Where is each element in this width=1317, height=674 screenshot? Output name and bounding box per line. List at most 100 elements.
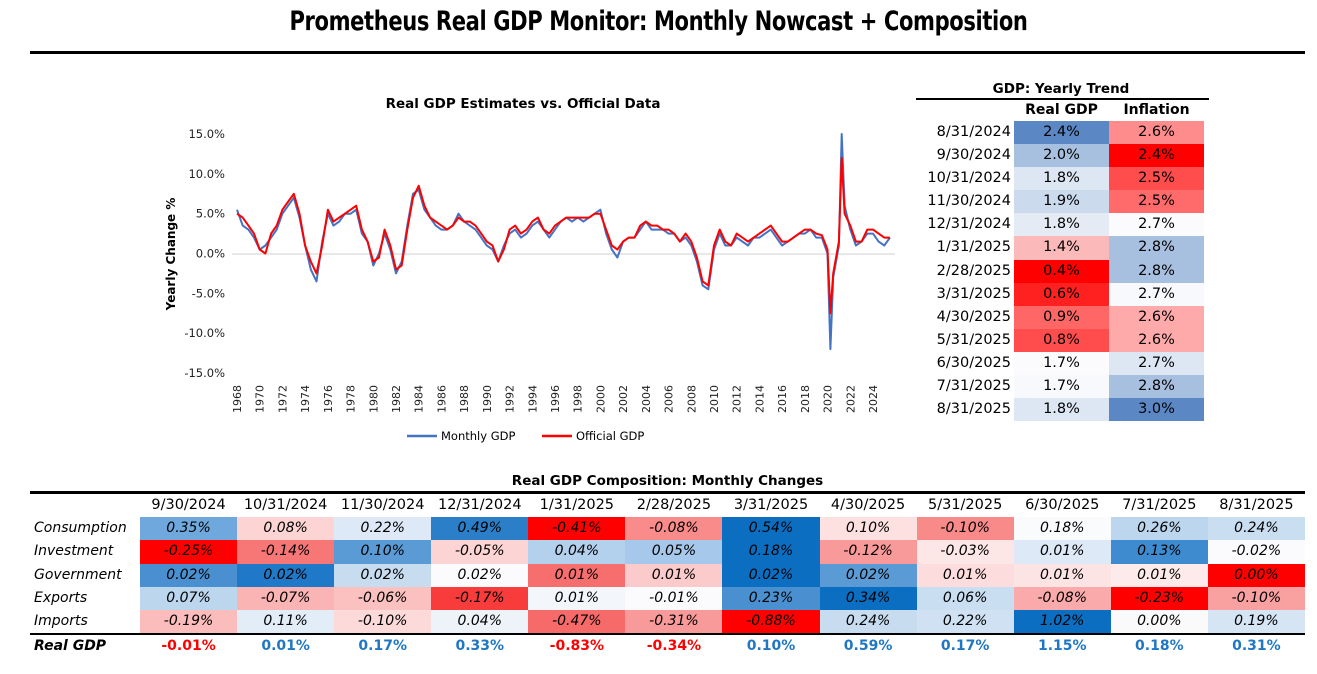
x-tick-label: 2008 <box>685 385 698 413</box>
composition-cell: 0.01% <box>528 586 626 610</box>
real-gdp-cell: 1.8% <box>1014 167 1109 191</box>
yearly-trend-row: 2/28/2025 0.4% 2.8% <box>913 259 1209 283</box>
composition-cell: 0.00% <box>1207 563 1305 587</box>
real-gdp-cell: 2.4% <box>1014 121 1109 145</box>
composition-cell: 0.24% <box>819 609 917 634</box>
gdp-line-chart: Real GDP Estimates vs. Official Data Yea… <box>164 96 895 443</box>
column-date: 5/31/2025 <box>927 497 1003 513</box>
composition-cell: 0.02% <box>140 563 238 587</box>
x-tick-label: 1968 <box>231 385 244 413</box>
real-gdp-cell: 1.9% <box>1014 190 1109 214</box>
x-tick-label: 2022 <box>844 385 857 413</box>
composition-total-divider <box>30 633 1305 636</box>
yearly-trend-row: 12/31/2024 1.8% 2.7% <box>913 213 1209 237</box>
composition-cell: -0.14% <box>237 540 335 564</box>
inflation-cell: 2.7% <box>1109 351 1204 376</box>
y-tick-label: -10.0% <box>184 326 225 340</box>
x-tick-label: 2010 <box>708 385 721 413</box>
row-label: Consumption <box>34 520 127 537</box>
row-date: 8/31/2025 <box>936 401 1011 418</box>
row-date: 7/31/2025 <box>936 378 1011 395</box>
column-date: 3/31/2025 <box>733 497 809 513</box>
composition-cell: -0.07% <box>237 586 335 610</box>
composition-cell: 0.02% <box>722 563 820 587</box>
composition-cell: 0.26% <box>1110 517 1208 541</box>
composition-cell: 0.01% <box>1013 540 1111 564</box>
legend-label-monthly-gdp: Monthly GDP <box>441 429 515 443</box>
composition-cell: -0.23% <box>1110 586 1208 610</box>
series-line-official-gdp <box>236 156 890 315</box>
composition-cell: -0.17% <box>431 586 529 610</box>
composition-cell: -0.01% <box>625 586 723 610</box>
composition-cell: -0.03% <box>916 540 1014 564</box>
column-date: 9/30/2024 <box>151 497 226 513</box>
x-tick-label: 2016 <box>776 385 789 413</box>
composition-cell: -0.25% <box>140 540 238 564</box>
yearly-trend-row: 1/31/2025 1.4% 2.8% <box>913 236 1209 260</box>
column-date: 2/28/2025 <box>636 497 712 513</box>
x-tick-label: 1974 <box>299 385 312 413</box>
total-cell: 0.17% <box>940 638 990 655</box>
inflation-cell: 2.5% <box>1109 167 1204 191</box>
composition-cell: 0.54% <box>722 517 820 541</box>
row-date: 8/31/2024 <box>936 124 1011 140</box>
composition-cell: 1.02% <box>1013 609 1111 634</box>
x-tick-label: 1996 <box>549 385 562 413</box>
composition-row-imports: Imports -0.19% 0.11% -0.10% 0.04% -0.47% -0.31… <box>30 609 1305 634</box>
inflation-cell: 2.6% <box>1109 121 1204 145</box>
row-date: 5/31/2025 <box>936 331 1011 348</box>
composition-cell: 0.04% <box>528 540 626 564</box>
composition-cell: -0.47% <box>528 609 626 634</box>
page-title: Prometheus Real GDP Monitor: Monthly Now… <box>289 6 1028 37</box>
composition-cell: 0.04% <box>431 609 529 634</box>
composition-cell: 0.08% <box>237 517 335 541</box>
column-date: 7/31/2025 <box>1122 497 1197 513</box>
yearly-trend-row: 4/30/2025 0.9% 2.6% <box>913 305 1209 329</box>
composition-cell: 0.01% <box>1013 563 1111 587</box>
total-cell: 0.10% <box>746 638 796 655</box>
inflation-cell: 2.5% <box>1109 190 1204 214</box>
total-cell: 0.18% <box>1135 638 1184 655</box>
x-tick-label: 1978 <box>345 385 358 413</box>
inflation-cell: 2.7% <box>1109 282 1204 306</box>
composition-cell: -0.31% <box>625 609 723 634</box>
x-tick-label: 2000 <box>594 385 607 413</box>
yearly-trend-row: 10/31/2024 1.8% 2.5% <box>913 167 1209 191</box>
column-date: 12/31/2024 <box>437 497 522 513</box>
composition-cell: 0.22% <box>916 609 1014 634</box>
yearly-trend-row: 5/31/2025 0.8% 2.6% <box>913 328 1209 352</box>
inflation-cell: 2.8% <box>1109 259 1204 283</box>
row-date: 9/30/2024 <box>936 147 1011 164</box>
yearly-trend-row: 6/30/2025 1.7% 2.7% <box>913 351 1209 376</box>
x-tick-label: 1976 <box>322 385 335 413</box>
real-gdp-cell: 2.0% <box>1014 144 1109 168</box>
row-label: Government <box>34 566 122 583</box>
row-label: Investment <box>34 543 114 560</box>
row-date: 1/31/2025 <box>936 239 1011 256</box>
total-cell: 0.59% <box>843 638 893 655</box>
composition-cell: -0.10% <box>916 517 1014 541</box>
composition-cell: 0.22% <box>334 517 432 541</box>
row-date: 2/28/2025 <box>936 262 1011 279</box>
legend-label-official-gdp: Official GDP <box>576 429 644 443</box>
composition-cell: 0.23% <box>722 586 820 610</box>
inflation-cell: 2.6% <box>1109 305 1204 329</box>
yearly-trend-title: GDP: Yearly Trend <box>992 81 1130 97</box>
composition-cell: -0.19% <box>140 609 238 634</box>
x-tick-label: 1984 <box>413 385 426 413</box>
composition-table: Real GDP Composition: Monthly Changes 9/… <box>30 472 1305 658</box>
row-label: Exports <box>34 589 88 606</box>
x-tick-label: 1990 <box>481 385 494 413</box>
total-label: Real GDP <box>34 638 107 655</box>
x-tick-label: 1972 <box>276 385 289 413</box>
x-tick-label: 1988 <box>458 385 471 413</box>
x-tick-label: 1970 <box>254 385 267 413</box>
composition-cell: 0.06% <box>916 586 1014 610</box>
total-cell: 0.01% <box>261 638 310 655</box>
column-date: 10/31/2024 <box>243 497 328 513</box>
legend: Monthly GDP Official GDP <box>407 429 644 443</box>
x-tick-label: 1986 <box>435 385 448 413</box>
x-tick-label: 2020 <box>822 385 835 413</box>
row-date: 11/30/2024 <box>927 193 1011 210</box>
x-tick-label: 2012 <box>731 385 744 413</box>
